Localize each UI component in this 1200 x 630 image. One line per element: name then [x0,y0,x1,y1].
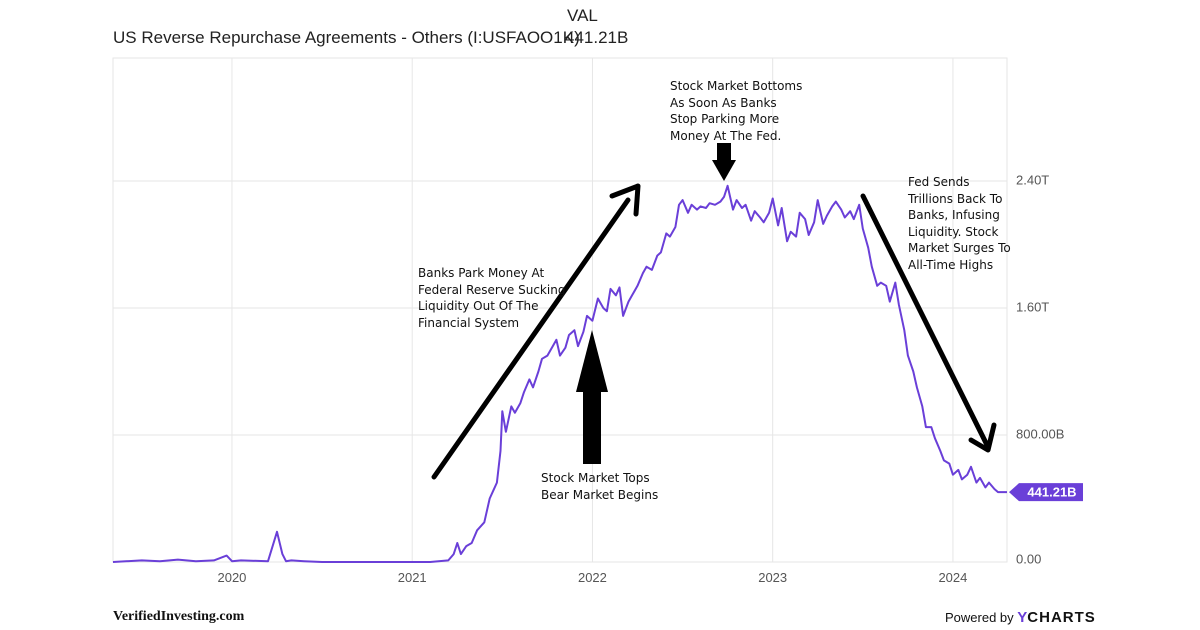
annotation-line: Stock Market Bottoms [670,79,803,93]
annotation-line: Stop Parking More [670,112,780,126]
y-tick-label: 0.00 [1016,551,1041,566]
annotation-line: Banks, Infusing [908,208,1000,222]
y-tick-label: 2.40T [1016,172,1049,187]
annotation-line: Liquidity Out Of The [418,299,539,313]
powered-by-ycharts: Powered by YCHARTS [945,609,1096,626]
chart-title: US Reverse Repurchase Agreements - Other… [113,28,580,47]
annotation-line: All-Time Highs [908,257,994,272]
x-tick-label: 2024 [938,570,967,585]
annotation-banks-park-money: Banks Park Money At Federal Reserve Sucki… [418,265,565,331]
last-value-badge-label: 441.21B [1027,485,1076,500]
x-tick-label: 2021 [398,570,427,585]
annotation-line: As Soon As Banks [670,95,777,110]
annotation-line: Federal Reserve Sucking [418,282,566,297]
annotation-market-tops: Stock Market Tops Bear Market Begins [541,470,658,503]
arrow-down-peak-head [712,160,736,181]
annotation-line: Financial System [418,315,520,330]
arrow-up-vertical-head [576,330,608,392]
annotation-line: Bear Market Begins [541,487,659,502]
current-value: 441.21B [565,28,629,47]
powered-by-label: Powered by [945,610,1014,625]
arrow-up-vertical-shaft [583,392,601,464]
ycharts-logo-y: Y [1017,609,1028,626]
arrow-down-peak-shaft [717,143,731,161]
annotation-line: Stock Market Tops [541,471,650,485]
annotation-line: Liquidity. Stock [908,224,999,239]
x-tick-label: 2022 [578,570,607,585]
annotation-fed-sends-trillions: Fed Sends Trillions Back To Banks, Infusin… [908,174,1011,273]
y-tick-label: 800.00B [1016,426,1064,441]
annotation-line: Fed Sends [908,175,970,189]
arrow-up-diagonal [431,197,631,480]
annotation-line: Money At The Fed. [670,128,782,143]
last-value-badge [1009,483,1083,502]
series-line [112,184,1007,563]
annotation-line: Trillions Back To [908,191,1003,206]
value-column-label: VAL [567,6,598,25]
arrow-up-diagonal-head [609,183,641,217]
chart-header: VAL US Reverse Repurchase Agreements - O… [113,4,633,48]
x-tick-label: 2020 [217,570,246,585]
arrow-down-diagonal-head [968,422,997,453]
y-tick-label: 1.60T [1016,299,1049,314]
annotation-market-bottoms: Stock Market Bottoms As Soon As Banks Stop… [670,78,802,144]
x-tick-label: 2023 [758,570,787,585]
ycharts-logo-text: CHARTS [1027,609,1096,626]
arrow-down-diagonal [860,193,991,450]
source-credit: VerifiedInvesting.com [113,609,245,624]
annotation-line: Banks Park Money At [418,266,545,280]
annotation-line: Market Surges To [908,241,1011,255]
